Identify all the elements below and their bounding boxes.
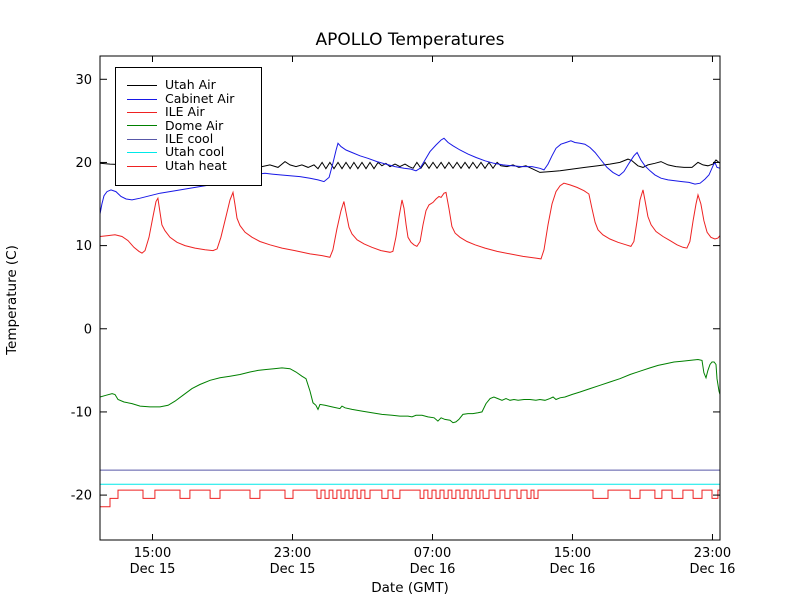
legend-item: ILE cool bbox=[116, 131, 261, 146]
chart-title: APOLLO Temperatures bbox=[315, 30, 505, 50]
legend-item-label: Utah heat bbox=[165, 157, 227, 173]
legend-item-label: Dome Air bbox=[165, 117, 224, 133]
y-axis-label: Temperature (C) bbox=[4, 245, 20, 355]
legend-item: Cabinet Air bbox=[116, 92, 261, 105]
legend-swatch-line bbox=[127, 125, 157, 127]
x-tick-label: 23:00 bbox=[694, 546, 731, 561]
series-line-utah-air bbox=[100, 158, 720, 173]
x-axis-label: Date (GMT) bbox=[371, 580, 449, 596]
legend-item-label: ILE Air bbox=[165, 104, 205, 120]
x-tick-label: Dec 16 bbox=[410, 562, 456, 577]
y-tick-label: 0 bbox=[84, 322, 92, 337]
x-tick-label: Dec 16 bbox=[550, 562, 596, 577]
legend-item-label: Cabinet Air bbox=[165, 90, 235, 106]
x-tick-label: 23:00 bbox=[274, 546, 311, 561]
y-tick-label: 30 bbox=[75, 73, 92, 88]
legend-swatch-line bbox=[127, 85, 157, 87]
legend-swatch-line bbox=[127, 111, 157, 113]
x-tick-label: 15:00 bbox=[554, 546, 591, 561]
legend: Utah Air Cabinet Air ILE Air Dome Air ILE co… bbox=[115, 67, 262, 186]
x-tick-label: Dec 16 bbox=[690, 562, 736, 577]
y-tick-label: -10 bbox=[71, 405, 92, 420]
legend-item-label: ILE cool bbox=[165, 131, 214, 146]
legend-item: Dome Air bbox=[116, 119, 261, 132]
legend-swatch-line bbox=[127, 165, 157, 167]
x-tick-label: Dec 15 bbox=[270, 562, 316, 577]
y-tick-label: -20 bbox=[71, 489, 92, 504]
legend-item: ILE Air bbox=[116, 106, 261, 119]
y-tick-label: 10 bbox=[75, 239, 92, 254]
series-line-ile-air bbox=[100, 182, 720, 260]
x-tick-label: 07:00 bbox=[414, 546, 451, 561]
legend-swatch-line bbox=[127, 138, 157, 140]
series-line-dome-air bbox=[100, 358, 720, 424]
x-tick-label: Dec 15 bbox=[130, 562, 176, 577]
x-tick-label: 15:00 bbox=[134, 546, 171, 561]
legend-item-label: Utah cool bbox=[165, 144, 225, 160]
legend-item: Utah cool bbox=[116, 146, 261, 159]
legend-item: Utah heat bbox=[116, 159, 261, 172]
legend-item-label: Utah Air bbox=[165, 77, 216, 93]
series-line-utah-heat bbox=[100, 489, 720, 508]
legend-swatch-line bbox=[127, 98, 157, 100]
legend-item: Utah Air bbox=[116, 79, 261, 92]
plot-border bbox=[99, 55, 721, 541]
legend-swatch-line bbox=[127, 152, 157, 154]
y-tick-label: 20 bbox=[75, 156, 92, 171]
